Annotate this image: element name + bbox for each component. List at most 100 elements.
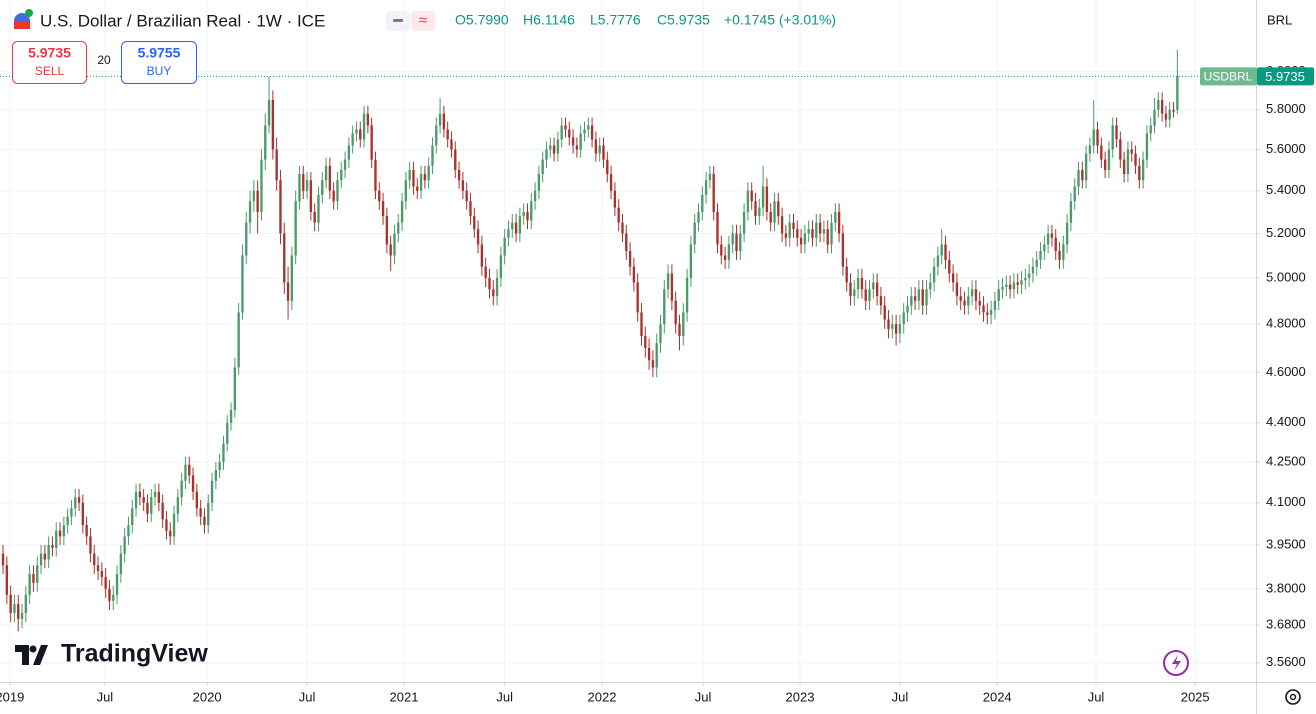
candle-body — [271, 100, 275, 150]
candle-body — [1138, 165, 1141, 181]
candle-body — [822, 229, 826, 234]
candle-body — [913, 296, 917, 301]
candle-body — [446, 129, 449, 140]
candle-body — [613, 190, 617, 208]
candle-body — [39, 553, 43, 566]
candle-body — [119, 553, 123, 575]
buy-button[interactable] — [121, 41, 197, 84]
candle-body — [404, 180, 408, 202]
x-tick-label: Jul — [892, 689, 909, 704]
candle-body — [210, 480, 214, 503]
candle-body — [260, 159, 263, 212]
candle-body — [651, 360, 655, 368]
candle-body — [134, 491, 138, 509]
candle-body — [837, 211, 841, 234]
x-axis: 2019 Jul 2020 Jul 2021 Jul 2022 Jul 2023 Jul 2024 J… — [0, 682, 1210, 704]
candle-body — [473, 216, 476, 230]
candle-body — [1157, 100, 1160, 110]
candle-body — [1153, 109, 1156, 126]
candle-body — [435, 125, 438, 146]
x-tick-label: Jul — [299, 689, 316, 704]
candle-body — [765, 186, 769, 212]
candle-body — [492, 289, 495, 297]
candle-body — [853, 289, 856, 297]
ohlc-close: C5.9735 — [657, 12, 710, 28]
candle-body — [1050, 233, 1054, 238]
candle-body — [222, 443, 225, 463]
candle-body — [123, 536, 126, 554]
candle-body — [507, 229, 510, 238]
candle-body — [1130, 149, 1133, 154]
currency-button[interactable] — [1258, 8, 1314, 33]
sell-button[interactable] — [12, 41, 87, 84]
candle-body — [1035, 259, 1038, 267]
candle-body — [275, 149, 278, 181]
candle-body — [207, 502, 210, 526]
candle-body — [1020, 280, 1023, 285]
candle-body — [184, 464, 187, 481]
alert-icon-bolt — [1172, 655, 1181, 671]
candle-body — [944, 244, 947, 260]
candle-body — [754, 201, 757, 217]
candle-body — [100, 571, 104, 577]
candle-body — [872, 282, 875, 290]
candle-body — [127, 525, 130, 537]
candle-body — [233, 367, 237, 410]
candle-body — [20, 612, 24, 620]
candle-body — [389, 244, 392, 256]
settings-icon[interactable] — [1285, 689, 1301, 705]
candle-body — [815, 222, 818, 238]
candle-body — [1046, 233, 1050, 245]
y-axis: 3.5600 3.6800 3.8000 3.9500 4.1000 4.2500 4.40… — [1256, 63, 1306, 669]
candle-body — [773, 201, 776, 223]
sell-label: SELL — [35, 64, 65, 78]
candle-body — [374, 159, 377, 191]
x-tick-label: 2023 — [786, 689, 815, 704]
pill-icon: ≈ — [419, 12, 427, 29]
candle-body — [476, 229, 480, 245]
candle-body — [286, 282, 290, 301]
candle-body — [606, 159, 609, 175]
candle-body — [704, 180, 708, 195]
candle-body — [894, 324, 898, 334]
candle-body — [241, 255, 244, 313]
candle-body — [545, 149, 548, 160]
candle-body — [571, 137, 575, 146]
ohlc-high: H6.1146 — [523, 12, 575, 28]
currency: BRL — [1267, 12, 1292, 27]
candle-body — [632, 266, 636, 283]
candle-body — [951, 273, 955, 283]
alert-icon[interactable] — [1163, 650, 1189, 676]
y-tick-label: 4.1000 — [1266, 494, 1306, 509]
candle-body — [1176, 76, 1179, 110]
candle-body — [28, 574, 31, 595]
y-tick-label: 5.4000 — [1266, 182, 1306, 197]
candle-body — [165, 519, 168, 531]
candle-body — [811, 229, 814, 238]
candle-body — [666, 273, 670, 290]
y-tick-label: 5.0000 — [1266, 269, 1306, 284]
candle-body — [929, 282, 932, 290]
candle-body — [621, 222, 624, 234]
candle-body — [948, 259, 951, 274]
candle-body — [921, 289, 924, 306]
candle-body — [77, 497, 81, 503]
candle-body — [146, 502, 149, 514]
candle-body — [180, 480, 183, 498]
candle-body — [727, 244, 731, 260]
candle-body — [347, 145, 351, 160]
candle-body — [150, 497, 153, 514]
candle-body — [533, 190, 537, 202]
candle-body — [412, 169, 415, 187]
candle-body — [803, 233, 807, 245]
candle-body — [625, 233, 628, 252]
candle-body — [701, 194, 704, 212]
pill[interactable] — [411, 11, 435, 31]
candle-body — [267, 100, 271, 126]
candle-body — [499, 255, 503, 278]
candle-body — [587, 125, 590, 130]
candle-body — [172, 513, 176, 537]
candle-body — [442, 113, 446, 130]
candle-body — [735, 233, 738, 252]
candle-body — [321, 180, 324, 195]
